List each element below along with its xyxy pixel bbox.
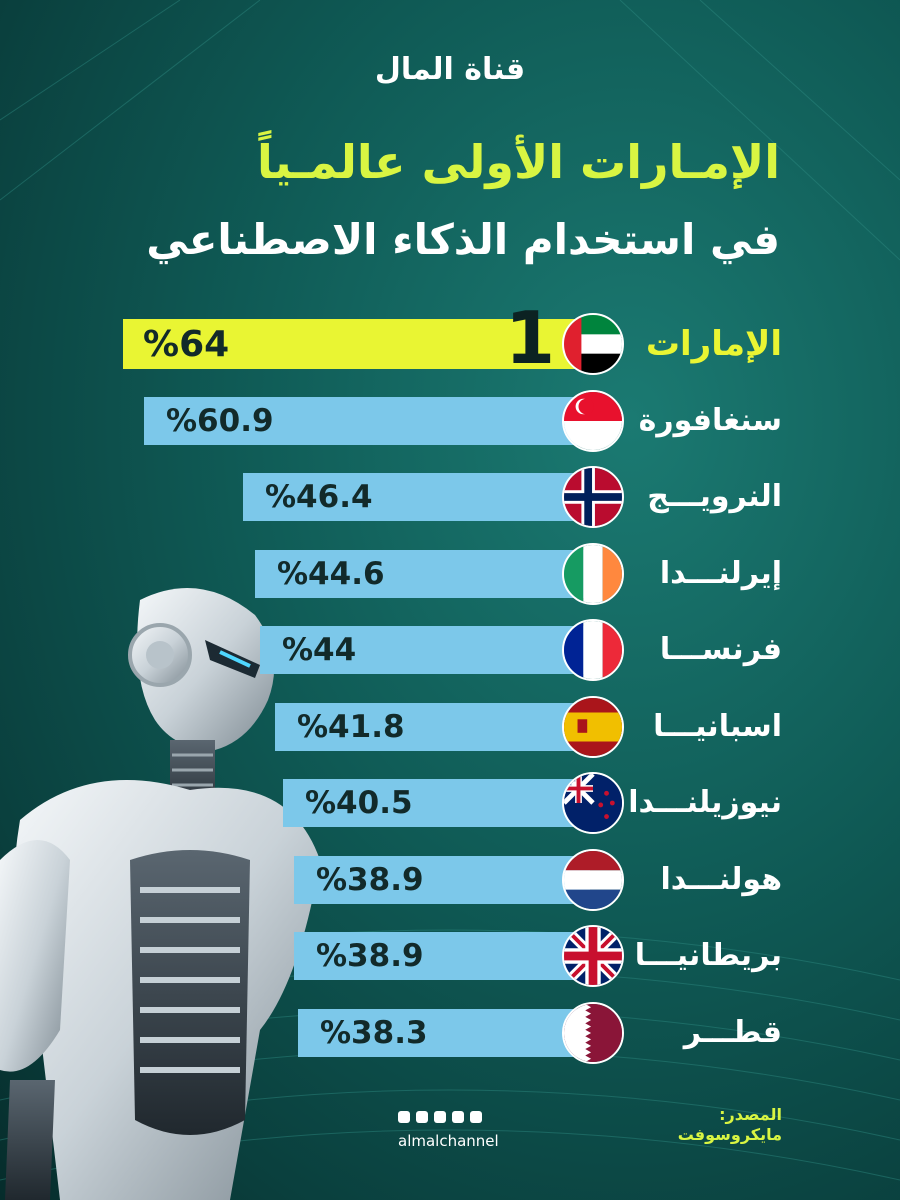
uae-flag-icon	[562, 313, 624, 375]
country-label-4: فرنســـا	[659, 632, 782, 667]
bar-1	[144, 396, 590, 445]
country-label-8: بريطانيـــا	[634, 938, 782, 973]
value-label-7: %38.9	[316, 861, 424, 898]
bar-0	[123, 319, 590, 369]
value-label-0: %64	[143, 324, 230, 365]
value-label-9: %38.3	[320, 1014, 428, 1051]
value-label-3: %44.6	[277, 555, 385, 592]
country-label-7: هولنـــدا	[660, 861, 783, 897]
source-label: المصدر:	[719, 1105, 782, 1124]
ireland-flag-icon	[562, 542, 624, 605]
bar-2	[243, 473, 590, 521]
new-zealand-flag-icon	[562, 772, 624, 834]
logo-text: قناة المال	[374, 52, 526, 87]
country-label-6: نيوزيلنـــدا	[628, 785, 782, 820]
headline-line-2: في استخدام الذكاء الاصطناعي	[146, 215, 780, 264]
qatar-flag-icon	[562, 1001, 624, 1064]
value-label-1: %60.9	[166, 402, 274, 439]
facebook-icon[interactable]	[434, 1111, 446, 1123]
robot-illustration	[0, 588, 320, 1200]
value-label-6: %40.5	[305, 785, 413, 821]
x-icon[interactable]	[452, 1111, 464, 1123]
social-icons	[398, 1108, 508, 1126]
bar-5	[275, 702, 590, 751]
france-flag-icon	[562, 619, 624, 681]
uk-flag-icon	[562, 925, 624, 987]
bar-8	[294, 932, 590, 980]
bar-7	[294, 855, 590, 904]
channel-logo: قناة المال	[0, 52, 900, 87]
country-label-3: إيرلنـــدا	[659, 555, 782, 591]
country-label-0: الإمارات	[645, 324, 782, 364]
country-label-5: اسبانيـــا	[653, 708, 782, 744]
value-label-2: %46.4	[265, 479, 373, 515]
headline-line-1: الإمـارات الأولى عالمـياً	[60, 130, 780, 194]
source-name: مايكروسوفت	[677, 1125, 782, 1144]
country-label-1: سنغافورة	[638, 402, 782, 438]
singapore-flag-icon	[562, 389, 624, 452]
spain-flag-icon	[562, 695, 624, 758]
country-label-2: النرويـــج	[647, 479, 782, 514]
channel-handle: almalchannel	[398, 1132, 499, 1150]
headline-highlight: الإمـارات الأولى عالمـياً	[256, 135, 780, 189]
norway-flag-icon	[562, 466, 624, 528]
bar-6	[283, 779, 590, 827]
source-note: المصدر: مايكروسوفت	[678, 1105, 782, 1145]
value-label-8: %38.9	[316, 938, 424, 974]
tiktok-icon[interactable]	[416, 1111, 428, 1123]
bar-3	[255, 549, 590, 598]
value-label-5: %41.8	[297, 708, 405, 745]
netherlands-flag-icon	[562, 848, 624, 911]
value-label-4: %44	[282, 632, 357, 668]
rank-badge: 1	[505, 296, 556, 380]
country-label-9: قطـــر	[683, 1014, 782, 1050]
instagram-icon[interactable]	[470, 1111, 482, 1123]
social-block: almalchannel	[398, 1108, 508, 1150]
bar-4	[260, 626, 590, 674]
bar-9	[298, 1008, 590, 1057]
youtube-icon[interactable]	[398, 1111, 410, 1123]
